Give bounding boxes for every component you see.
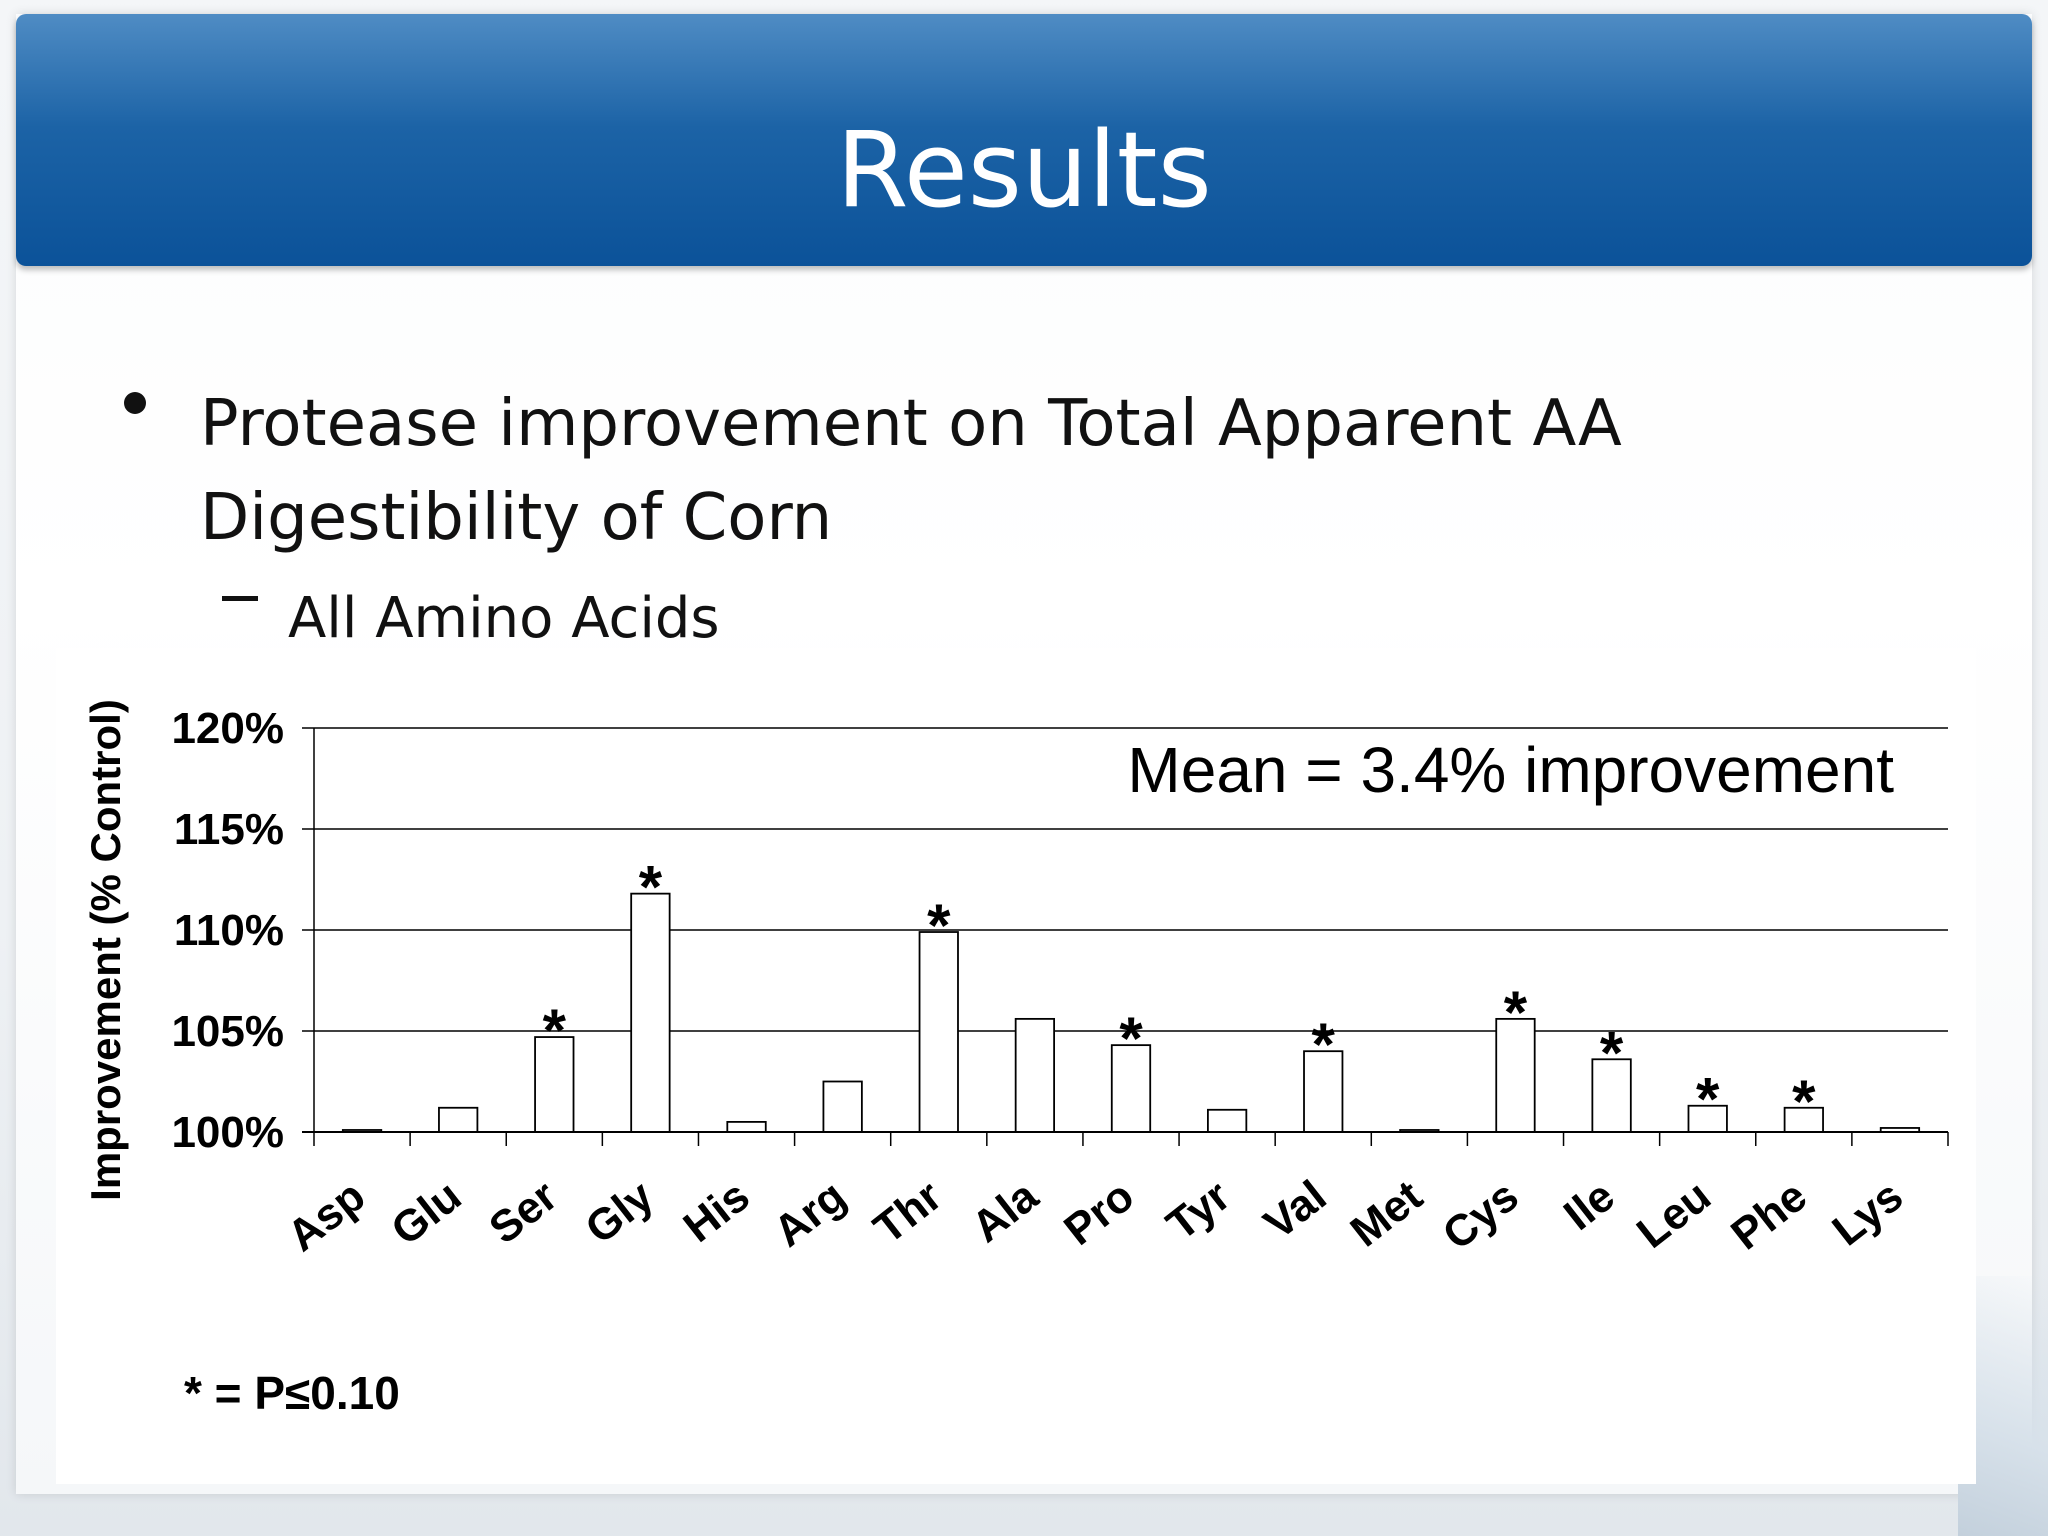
x-tick-label: Asp (279, 1171, 375, 1261)
x-tick-label: Gly (577, 1171, 663, 1254)
significance-footnote: * = P≤0.10 (184, 1367, 400, 1419)
mean-annotation: Mean = 3.4% improvement (1127, 734, 1894, 806)
x-tick-label: Ser (480, 1171, 566, 1253)
bar-gly (630, 892, 671, 1133)
y-tick-label: 120% (171, 704, 284, 753)
bar-pro (1110, 1044, 1152, 1133)
y-tick-label: 110% (174, 906, 284, 955)
significance-asterisk: * (1312, 1011, 1336, 1078)
bar-his (726, 1120, 767, 1133)
bar-thr (918, 931, 959, 1133)
significance-asterisk: * (1119, 1005, 1143, 1072)
x-tick-label: Phe (1722, 1171, 1816, 1259)
y-tick-label: 100% (171, 1108, 284, 1157)
significance-asterisk: * (1600, 1019, 1624, 1086)
y-axis-title: Improvement (% Control) (82, 699, 129, 1201)
x-tick-label: Glu (382, 1171, 470, 1255)
bar-tyr (1206, 1108, 1248, 1133)
x-tick-label: Lys (1823, 1171, 1912, 1255)
title-bar: Results (16, 14, 2032, 266)
significance-asterisk: * (927, 892, 951, 959)
chart-container: 100% 105% 110% 115% 120% Improvement (% Contr… (56, 648, 1976, 1484)
bar-ile (1591, 1058, 1632, 1133)
x-tick-label: Thr (865, 1171, 951, 1253)
x-tick-label: Tyr (1158, 1171, 1240, 1250)
x-tick-label: Met (1342, 1171, 1432, 1256)
bar-glu (438, 1106, 479, 1133)
x-tick-label: Leu (1628, 1171, 1720, 1258)
sub-bullet-dash-icon (222, 596, 258, 601)
significance-asterisk: * (1696, 1066, 1720, 1133)
x-tick-label: Ile (1555, 1171, 1624, 1240)
slide-title: Results (836, 109, 1212, 231)
significance-asterisk: * (1504, 979, 1528, 1046)
sub-bullet-text: All Amino Acids (288, 586, 720, 651)
bar-arg (822, 1080, 863, 1133)
bullet-text-line-2: Digestibility of Corn (200, 481, 833, 555)
significance-asterisk: * (639, 854, 663, 921)
x-tick-label: Arg (765, 1171, 855, 1256)
significance-asterisk: * (543, 997, 567, 1064)
significance-asterisk: * (1792, 1068, 1816, 1135)
x-tick-label: Pro (1055, 1171, 1143, 1255)
bar-ser (534, 1036, 575, 1133)
y-tick-label: 105% (171, 1007, 284, 1056)
x-tick-label: Cys (1434, 1171, 1528, 1259)
y-tick-label: 115% (174, 805, 284, 854)
x-tick-label: Val (1255, 1171, 1335, 1249)
bar-phe (1783, 1106, 1824, 1133)
x-tick-label: Ala (963, 1171, 1048, 1252)
x-tick-label: His (675, 1171, 759, 1252)
bullet-text-line-1: Protease improvement on Total Apparent A… (200, 387, 1622, 461)
bar-ala (1014, 1017, 1056, 1133)
bar-chart: 100% 105% 110% 115% 120% Improvement (% Contr… (82, 699, 1949, 1261)
bullet-icon (124, 392, 146, 414)
